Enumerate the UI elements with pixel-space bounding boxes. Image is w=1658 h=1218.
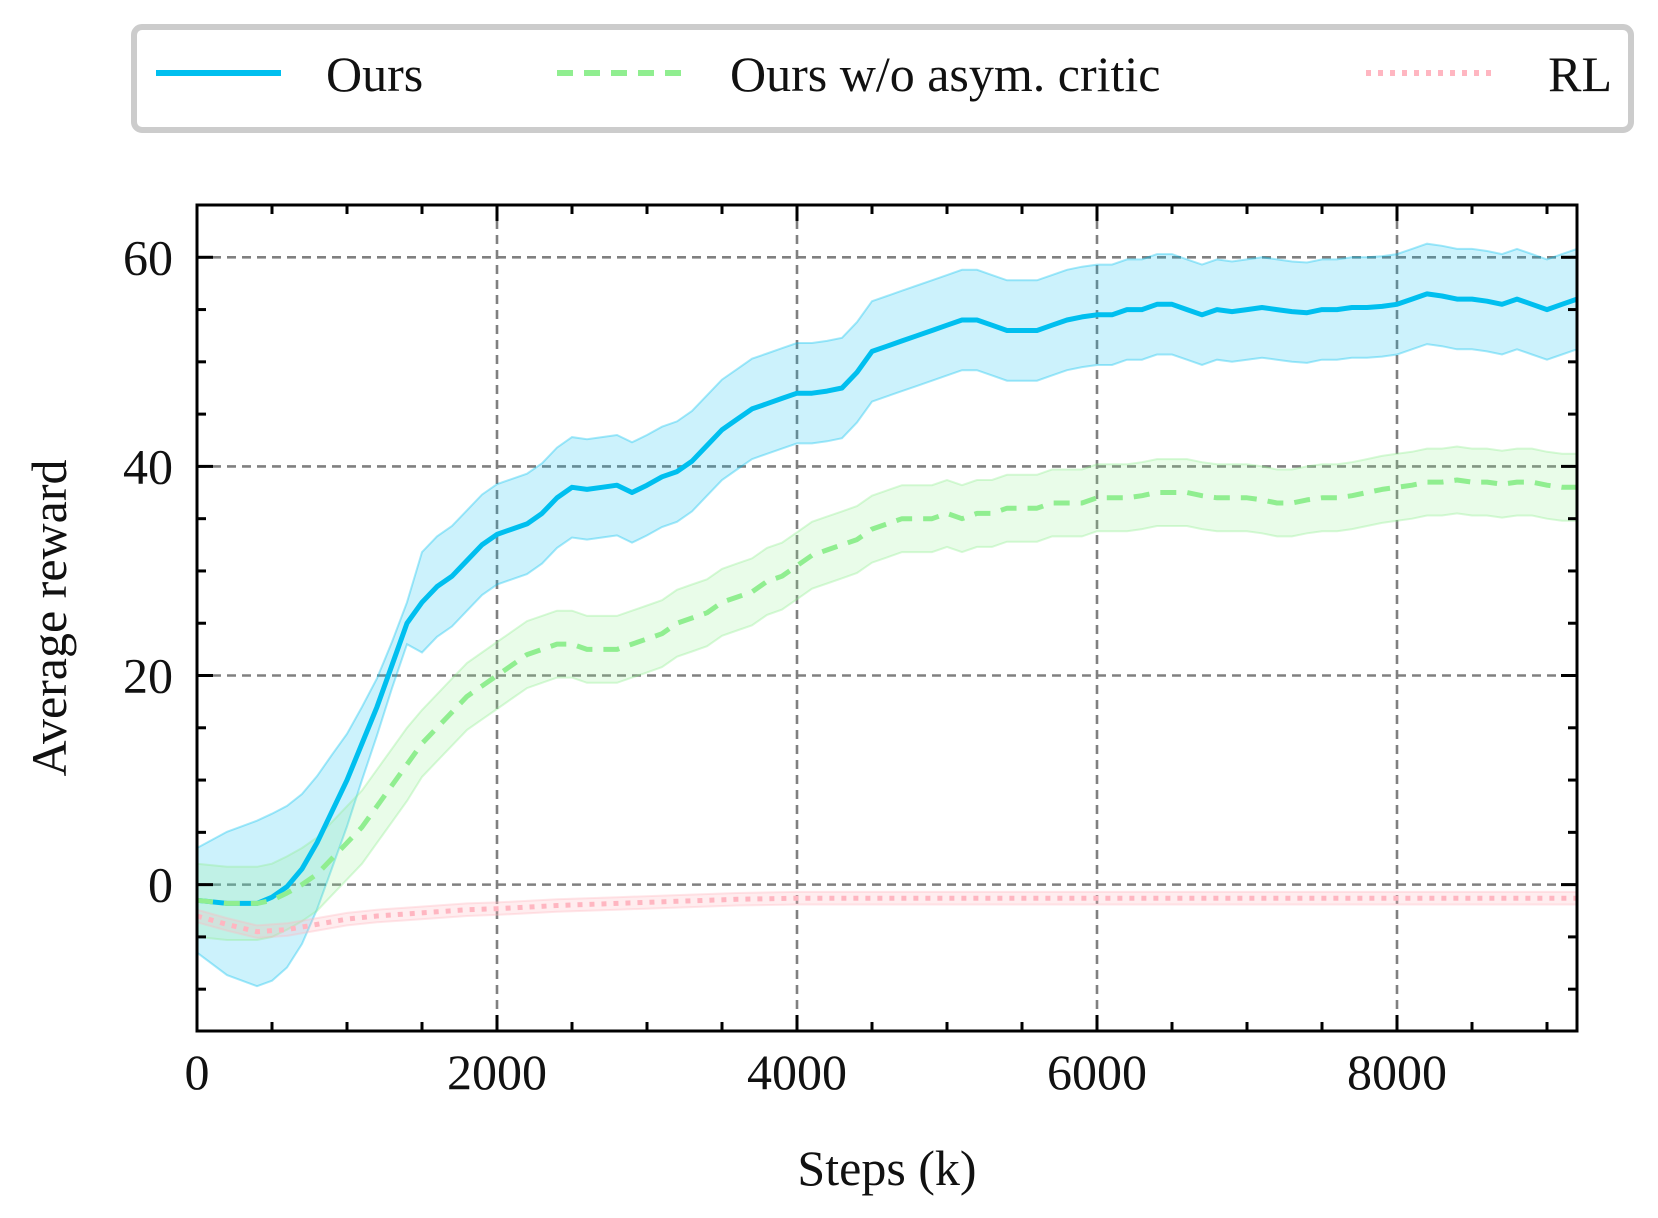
line-ours [196,291,1578,906]
x-tick-labels: 0 2000 4000 6000 8000 [185,1044,1448,1100]
y-tick-label-0: 0 [148,857,173,913]
y-tick-label-40: 40 [123,438,173,494]
x-tick-label-2000: 2000 [447,1044,547,1100]
plot-frame [195,203,1579,1033]
legend: Ours Ours w/o asym. critic RL [131,24,1634,133]
series-lines [196,291,1578,935]
legend-label-rl: RL [1548,46,1612,102]
y-axis-label: Average reward [21,460,77,777]
y-tick-label-20: 20 [123,648,173,704]
confidence-bands [196,242,1578,988]
x-tick-label-8000: 8000 [1347,1044,1447,1100]
line-ours-wo-asym-critic [196,477,1577,906]
legend-box [131,24,1634,133]
line-rl [196,895,1577,935]
axis-ticks [195,205,1577,1031]
y-tick-label-60: 60 [123,229,173,285]
band-ours-wo-asym-critic [196,445,1578,941]
x-tick-label-6000: 6000 [1047,1044,1147,1100]
band-ours [196,242,1578,988]
x-tick-label-0: 0 [185,1044,210,1100]
x-axis-label: Steps (k) [797,1140,976,1196]
x-tick-label-4000: 4000 [747,1044,847,1100]
grid [197,205,1577,1031]
legend-label-ours: Ours [326,46,423,102]
y-tick-labels: 0 20 40 60 [123,229,173,912]
legend-label-ours-wo-asym-critic: Ours w/o asym. critic [730,46,1160,102]
